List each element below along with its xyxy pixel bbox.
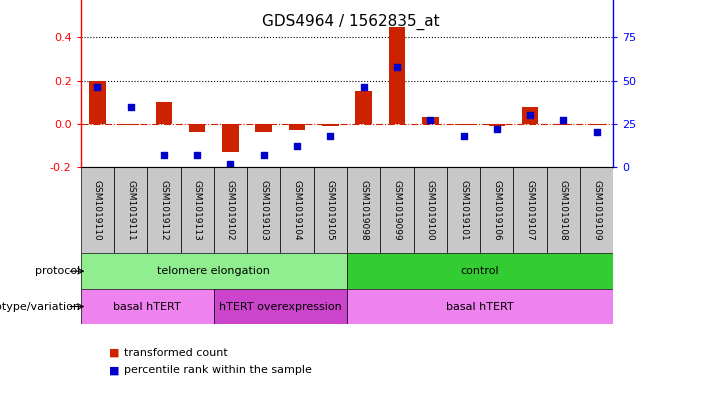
Text: ■: ■ — [109, 348, 123, 358]
Point — [425, 117, 436, 123]
Bar — [388, 26, 405, 124]
Bar — [314, 167, 347, 253]
Text: GDS4964 / 1562835_at: GDS4964 / 1562835_at — [261, 14, 440, 30]
Point — [225, 160, 236, 167]
Point — [158, 152, 170, 158]
Bar — [381, 167, 414, 253]
Point — [491, 126, 503, 132]
Bar — [114, 167, 147, 253]
Bar — [222, 124, 239, 152]
Bar — [255, 124, 272, 132]
Text: GSM1019108: GSM1019108 — [559, 180, 568, 241]
Bar — [422, 117, 439, 124]
Bar — [181, 167, 214, 253]
Bar — [447, 167, 480, 253]
Text: GSM1019104: GSM1019104 — [292, 180, 301, 241]
Text: GSM1019103: GSM1019103 — [259, 180, 268, 241]
Bar — [480, 167, 513, 253]
Bar — [214, 167, 247, 253]
Text: GSM1019101: GSM1019101 — [459, 180, 468, 241]
Text: GSM1019113: GSM1019113 — [193, 180, 202, 241]
Bar — [156, 102, 172, 124]
Bar — [214, 289, 347, 324]
Text: telomere elongation: telomere elongation — [157, 266, 271, 276]
Point — [325, 133, 336, 139]
Bar — [289, 124, 306, 130]
Text: genotype/variation: genotype/variation — [0, 301, 81, 312]
Bar — [347, 167, 381, 253]
Bar — [414, 167, 447, 253]
Text: basal hTERT: basal hTERT — [447, 301, 514, 312]
Bar — [522, 107, 538, 124]
Bar — [588, 124, 605, 125]
Bar — [455, 124, 472, 125]
Point — [391, 64, 402, 70]
Point — [558, 117, 569, 123]
Text: GSM1019107: GSM1019107 — [526, 180, 535, 241]
Text: hTERT overexpression: hTERT overexpression — [219, 301, 342, 312]
Bar — [189, 124, 205, 132]
Text: ■: ■ — [109, 365, 123, 375]
Bar — [547, 167, 580, 253]
Bar — [489, 124, 505, 126]
Bar — [81, 167, 114, 253]
Point — [191, 152, 203, 158]
Bar — [555, 124, 572, 125]
Text: transformed count: transformed count — [124, 348, 228, 358]
Bar — [347, 289, 613, 324]
Text: GSM1019105: GSM1019105 — [326, 180, 335, 241]
Text: GSM1019109: GSM1019109 — [592, 180, 601, 241]
Text: GSM1019102: GSM1019102 — [226, 180, 235, 241]
Text: protocol: protocol — [35, 266, 81, 276]
Point — [92, 84, 103, 91]
Bar — [81, 253, 347, 289]
Text: control: control — [461, 266, 500, 276]
Bar — [247, 167, 280, 253]
Point — [258, 152, 269, 158]
Bar — [580, 167, 613, 253]
Bar — [347, 253, 613, 289]
Point — [125, 103, 136, 110]
Text: GSM1019111: GSM1019111 — [126, 180, 135, 241]
Text: GSM1019110: GSM1019110 — [93, 180, 102, 241]
Text: GSM1019098: GSM1019098 — [359, 180, 368, 241]
Bar — [89, 81, 106, 124]
Bar — [322, 124, 339, 126]
Bar — [147, 167, 181, 253]
Bar — [355, 91, 372, 124]
Text: GSM1019106: GSM1019106 — [492, 180, 501, 241]
Point — [591, 129, 602, 136]
Text: GSM1019100: GSM1019100 — [426, 180, 435, 241]
Text: basal hTERT: basal hTERT — [114, 301, 181, 312]
Text: GSM1019099: GSM1019099 — [393, 180, 402, 241]
Bar — [280, 167, 314, 253]
Point — [458, 133, 469, 139]
Point — [358, 84, 369, 91]
Text: percentile rank within the sample: percentile rank within the sample — [124, 365, 312, 375]
Point — [292, 143, 303, 149]
Bar — [122, 124, 139, 125]
Point — [524, 112, 536, 118]
Bar — [81, 289, 214, 324]
Text: GSM1019112: GSM1019112 — [159, 180, 168, 241]
Bar — [514, 167, 547, 253]
